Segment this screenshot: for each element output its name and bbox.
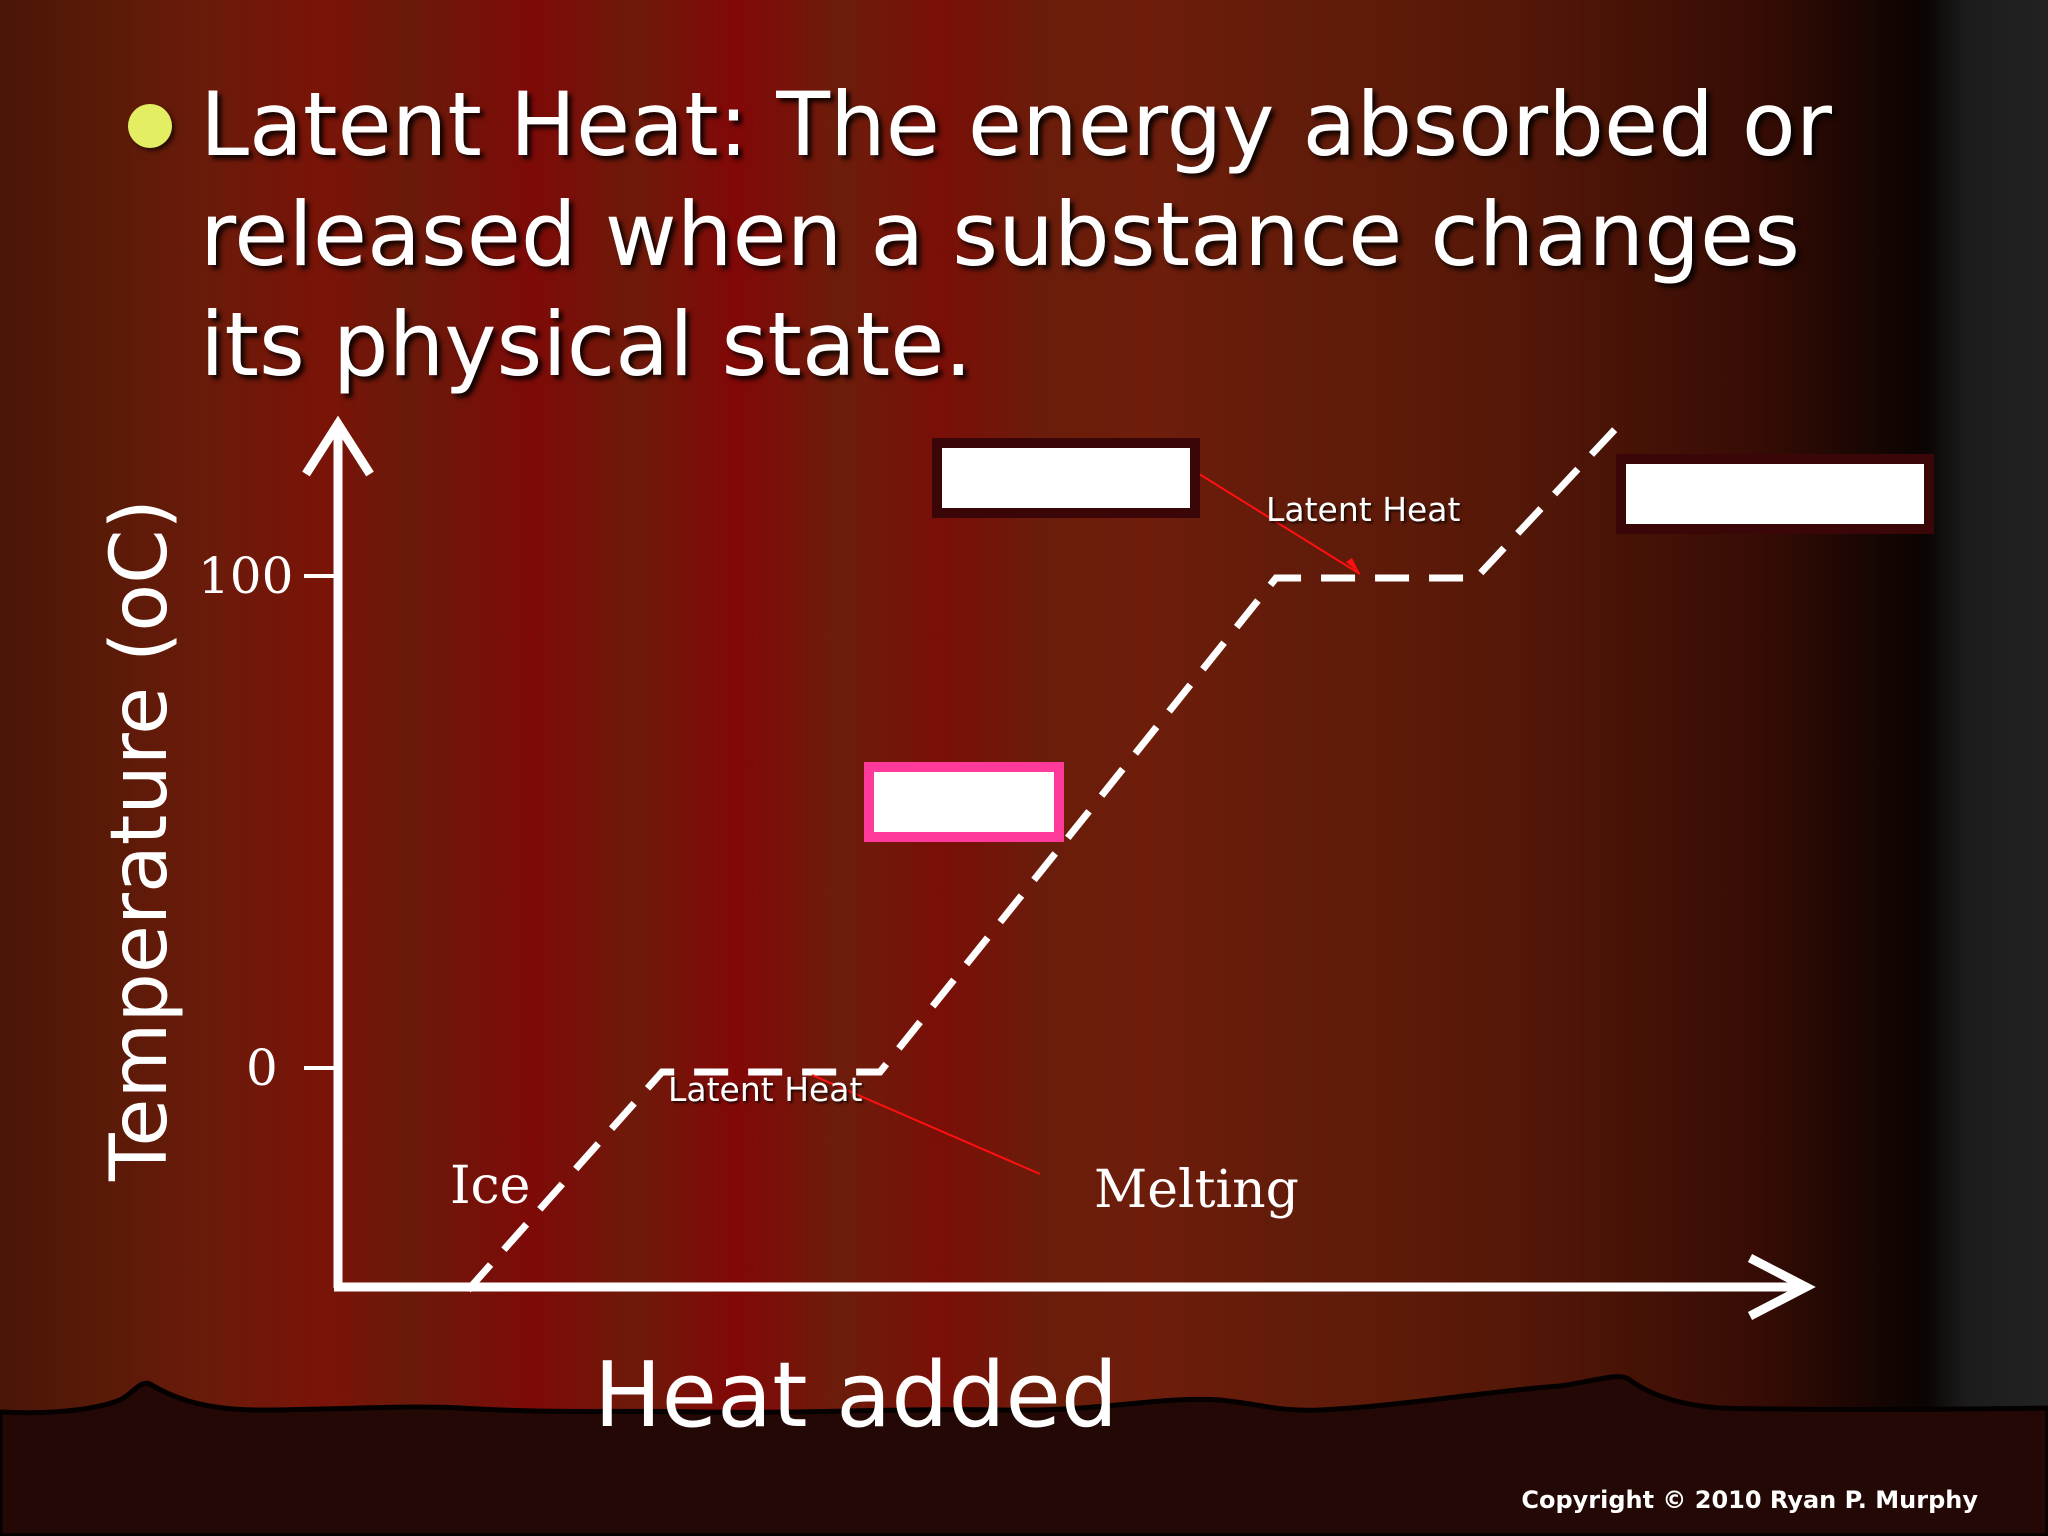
y-axis-arrowhead bbox=[302, 415, 374, 477]
copyright-notice: Copyright © 2010 Ryan P. Murphy bbox=[1521, 1486, 1978, 1514]
pointer-latent-heat-high bbox=[1195, 471, 1361, 575]
heating-curve bbox=[465, 421, 1623, 1293]
latent-heat-label-low: Latent Heat bbox=[668, 1070, 863, 1109]
tick-label-0: 0 bbox=[246, 1039, 278, 1097]
pointer-arrowhead bbox=[1346, 558, 1360, 574]
ice-label: Ice bbox=[450, 1156, 531, 1216]
ground-silhouette bbox=[0, 1374, 2048, 1536]
y-axis-label: Temperature (oC) bbox=[95, 499, 185, 1181]
x-axis-label: Heat added bbox=[594, 1343, 1119, 1448]
upper-left-answer-box[interactable] bbox=[932, 438, 1200, 518]
x-axis-arrowhead bbox=[1747, 1254, 1816, 1320]
slide-heading: Latent Heat: The energy absorbed or rele… bbox=[200, 73, 1832, 396]
latent-heat-label-high: Latent Heat bbox=[1266, 490, 1461, 529]
bullet-dot bbox=[128, 104, 172, 148]
upper-right-answer-box[interactable] bbox=[1616, 454, 1934, 534]
melting-label: Melting bbox=[1094, 1160, 1299, 1220]
pointer-melting bbox=[811, 1074, 1041, 1175]
tick-label-100: 100 bbox=[198, 547, 294, 605]
middle-answer-box[interactable] bbox=[864, 762, 1064, 842]
